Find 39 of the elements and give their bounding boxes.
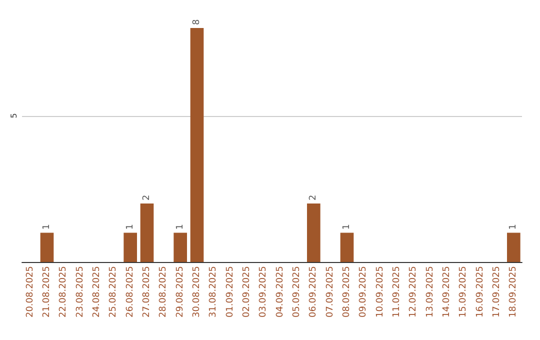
data-label: 2 <box>142 194 152 200</box>
x-tick-label: 01.09.2025 <box>225 266 236 318</box>
x-tick-label: 05.09.2025 <box>292 266 302 318</box>
x-tick-label: 10.09.2025 <box>375 266 386 318</box>
data-label: 1 <box>125 224 136 230</box>
data-label: 1 <box>342 224 352 230</box>
x-tick-label: 25.08.2025 <box>108 266 119 318</box>
x-tick-label: 28.08.2025 <box>158 266 169 318</box>
x-tick-label: 12.09.2025 <box>408 266 419 318</box>
x-tick-label: 22.08.2025 <box>58 266 69 318</box>
y-tick-label: 5 <box>10 113 18 118</box>
x-tick-label: 11.09.2025 <box>392 266 402 318</box>
x-tick-label: 02.09.2025 <box>242 266 252 318</box>
x-tick-label: 04.09.2025 <box>275 266 286 318</box>
data-label: 1 <box>42 224 52 230</box>
x-tick-label: 15.09.2025 <box>458 266 469 318</box>
x-tick-label: 24.08.2025 <box>92 266 102 318</box>
data-label: 1 <box>508 224 519 230</box>
x-tick-label: 31.08.2025 <box>208 266 219 318</box>
x-tick-label: 20.08.2025 <box>25 266 36 318</box>
data-label: 2 <box>308 194 319 200</box>
data-label: 8 <box>192 19 202 25</box>
x-tick-label: 03.09.2025 <box>258 266 269 318</box>
x-tick-label: 06.09.2025 <box>308 266 319 318</box>
x-tick-label: 21.08.2025 <box>42 266 52 318</box>
x-tick-label: 09.09.2025 <box>358 266 369 318</box>
x-tick-label: 13.09.2025 <box>425 266 436 318</box>
x-tick-label: 29.08.2025 <box>175 266 186 318</box>
x-tick-label: 14.09.2025 <box>442 266 452 318</box>
x-tick-label: 23.08.2025 <box>75 266 86 318</box>
x-tick-label: 07.09.2025 <box>325 266 336 318</box>
data-label: 1 <box>175 224 186 230</box>
x-tick-label: 27.08.2025 <box>142 266 152 318</box>
x-tick-label: 17.09.2025 <box>492 266 502 318</box>
x-tick-label: 16.09.2025 <box>475 266 486 318</box>
x-tick-label: 26.08.2025 <box>125 266 136 318</box>
x-tick-label: 18.09.2025 <box>508 266 519 318</box>
x-tick-label: 30.08.2025 <box>192 266 202 318</box>
x-tick-label: 08.09.2025 <box>342 266 352 318</box>
